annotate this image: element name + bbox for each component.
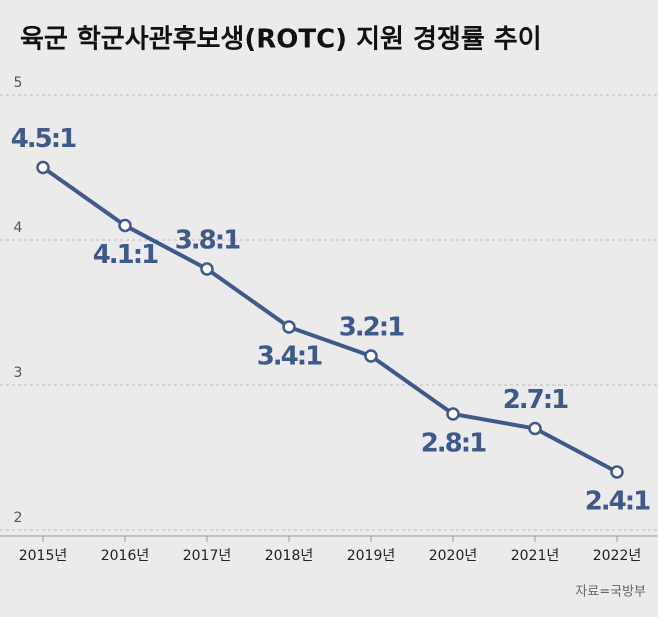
y-tick-label: 2 [14, 510, 23, 526]
y-tick-label: 4 [14, 220, 23, 236]
x-tick-label: 2021년 [511, 548, 560, 564]
x-tick-label: 2019년 [347, 548, 396, 564]
data-label: 4.5:1 [11, 124, 76, 154]
data-point [364, 349, 378, 363]
data-point [610, 465, 624, 479]
x-tick-label: 2016년 [101, 548, 150, 564]
data-label: 3.4:1 [257, 342, 322, 372]
data-point [118, 218, 132, 233]
y-tick-label: 5 [14, 75, 23, 91]
x-tick-label: 2017년 [183, 548, 232, 564]
x-tick-label: 2018년 [265, 548, 314, 564]
data-label: 2.8:1 [421, 429, 486, 459]
data-point [446, 407, 460, 421]
data-point [282, 320, 296, 334]
source-note: 자료=국방부 [575, 585, 646, 600]
data-label: 4.1:1 [93, 240, 158, 270]
data-label: 3.8:1 [175, 226, 240, 256]
data-point [528, 421, 542, 436]
y-tick-label: 3 [14, 365, 23, 381]
data-line [41, 165, 618, 474]
x-tick-label: 2022년 [593, 548, 642, 564]
data-label: 2.4:1 [585, 487, 650, 517]
data-label: 3.2:1 [339, 313, 404, 343]
data-point [200, 262, 214, 276]
data-label: 2.7:1 [503, 385, 568, 415]
x-tick-label: 2015년 [19, 548, 68, 564]
x-tick-label: 2020년 [429, 548, 478, 564]
chart-title: 육군 학군사관후보생(ROTC) 지원 경쟁률 추이 [20, 25, 542, 55]
data-point [36, 160, 50, 175]
